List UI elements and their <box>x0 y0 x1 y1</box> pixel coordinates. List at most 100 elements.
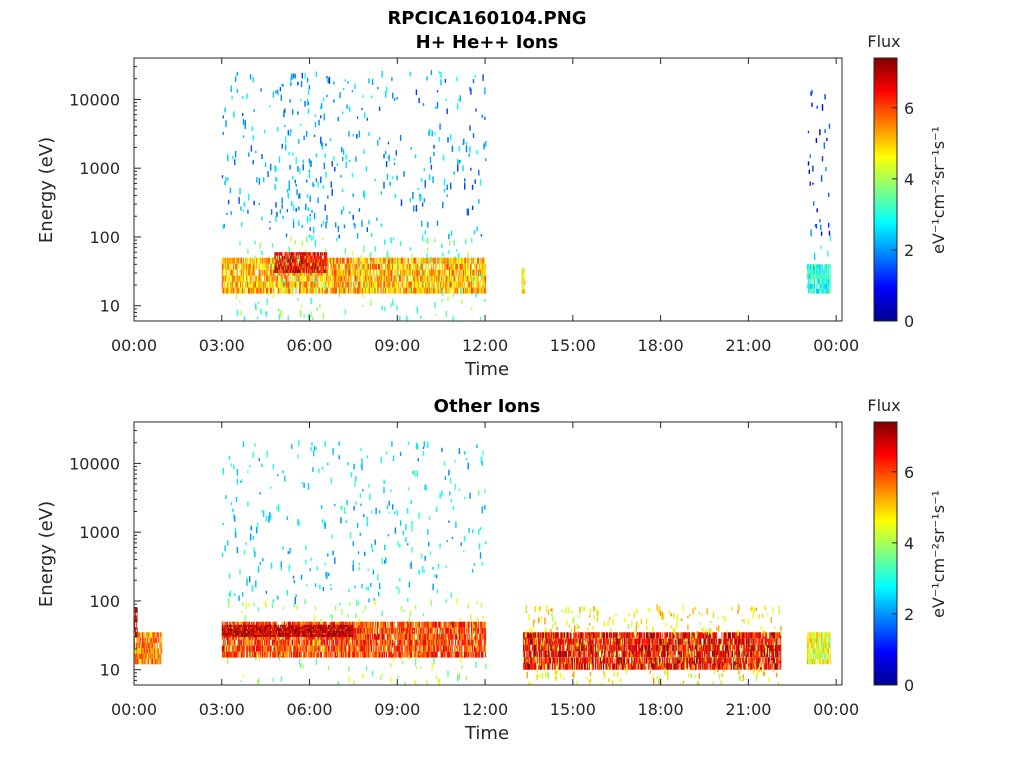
spectrogram-cell <box>297 257 299 263</box>
spectrogram-cell <box>284 279 286 284</box>
spectrogram-cell <box>342 275 344 282</box>
spectrogram-cell <box>246 645 248 652</box>
spectrogram-cell <box>438 257 440 264</box>
spectrogram-cell <box>389 651 391 658</box>
spectrogram-cell <box>826 138 828 141</box>
spectrogram-cell <box>330 181 332 188</box>
spectrogram-cell <box>345 639 347 646</box>
spectrogram-cell <box>135 617 137 623</box>
spectrogram-cell <box>438 633 440 640</box>
spectrogram-cell <box>259 270 261 274</box>
spectrogram-cell <box>323 266 325 270</box>
spectrogram-cell <box>428 257 430 264</box>
spectrogram-cell <box>430 633 432 640</box>
spectrogram-cell <box>297 81 299 86</box>
spectrogram-cell <box>385 275 387 282</box>
spectrogram-cell <box>254 281 256 288</box>
spectrogram-cell <box>343 269 345 276</box>
spectrogram-cell <box>226 269 228 276</box>
spectrogram-cell <box>416 275 418 282</box>
spectrogram-cell <box>456 257 458 264</box>
spectrogram-cell <box>468 645 470 652</box>
spectrogram-cell <box>351 275 353 282</box>
spectrogram-cell <box>383 275 385 282</box>
spectrogram-cell <box>435 633 437 640</box>
spectrogram-cell <box>234 76 237 82</box>
spectrogram-cell <box>392 647 394 654</box>
spectrogram-cell <box>270 269 271 276</box>
spectrogram-cell <box>233 111 235 118</box>
spectrogram-cell <box>482 263 484 270</box>
spectrogram-cell <box>425 275 427 282</box>
spectrogram-cell <box>288 259 290 263</box>
spectrogram-cell <box>305 559 307 565</box>
spectrogram-cell <box>379 621 381 628</box>
spectrogram-cell <box>287 633 289 640</box>
spectrogram-cell <box>829 269 831 275</box>
spectrogram-cell <box>469 639 471 646</box>
spectrogram-cell <box>286 209 289 213</box>
spectrogram-cell <box>462 651 464 656</box>
spectrogram-cell <box>353 287 355 294</box>
spectrogram-cell <box>417 645 419 652</box>
spectrogram-cell <box>380 269 382 276</box>
spectrogram-cell <box>429 645 431 652</box>
spectrogram-cell <box>249 284 252 290</box>
spectrogram-cell <box>398 628 400 633</box>
spectrogram-cell <box>337 621 339 628</box>
spectrogram-cell <box>437 287 439 294</box>
spectrogram-cell <box>425 621 427 628</box>
spectrogram-cell <box>813 266 816 271</box>
spectrogram-cell <box>135 643 137 649</box>
spectrogram-cell <box>397 541 399 546</box>
spectrogram-cell <box>385 150 387 155</box>
spectrogram-cells <box>134 439 831 685</box>
spectrogram-cell <box>364 604 367 610</box>
spectrogram-cell <box>409 633 411 640</box>
spectrogram-cell <box>292 221 295 228</box>
spectrogram-cell <box>274 287 276 294</box>
spectrogram-cell <box>251 585 253 592</box>
spectrogram-cell <box>328 621 330 628</box>
spectrogram-cell <box>221 645 223 652</box>
spectrogram-cell <box>335 257 337 264</box>
spectrogram-cell <box>328 275 330 282</box>
spectrogram-cell <box>227 257 229 264</box>
spectrogram-cell <box>462 633 464 640</box>
spectrogram-cell <box>473 263 475 270</box>
spectrogram-cell <box>294 266 296 270</box>
spectrogram-cell <box>315 259 317 263</box>
spectrogram-cell <box>358 130 361 138</box>
spectrogram-cell <box>375 645 377 652</box>
spectrogram-cell <box>140 648 142 654</box>
spectrogram-cell <box>336 275 338 282</box>
spectrogram-cell <box>313 262 315 267</box>
spectrogram-cell <box>436 281 438 288</box>
spectrogram-cell <box>391 287 393 294</box>
spectrogram-cell <box>355 287 357 294</box>
spectrogram-cell <box>320 275 322 282</box>
spectrogram-cell <box>138 632 140 638</box>
spectrogram-cell <box>307 262 309 267</box>
spectrogram-cell <box>334 257 336 264</box>
spectrogram-cell <box>315 262 317 267</box>
spectrogram-cell <box>409 563 411 568</box>
spectrogram-cell <box>377 140 379 146</box>
spectrogram-cell <box>259 645 261 652</box>
spectrogram-cell <box>352 269 354 276</box>
spectrogram-cell <box>282 269 284 273</box>
spectrogram-cell <box>829 264 831 270</box>
spectrogram-cell <box>475 287 477 294</box>
spectrogram-cell <box>335 627 337 634</box>
spectrogram-cell <box>482 257 484 264</box>
spectrogram-cell <box>342 156 344 162</box>
spectrogram-cell <box>435 314 437 317</box>
spectrogram-cell <box>251 287 253 294</box>
spectrogram-cell <box>277 281 279 288</box>
spectrogram-cell <box>444 257 446 264</box>
spectrogram-cell <box>343 621 345 628</box>
spectrogram-cell <box>303 255 305 260</box>
spectrogram-cell <box>463 263 465 270</box>
spectrogram-cell <box>329 287 331 294</box>
spectrogram-cell <box>402 639 404 646</box>
